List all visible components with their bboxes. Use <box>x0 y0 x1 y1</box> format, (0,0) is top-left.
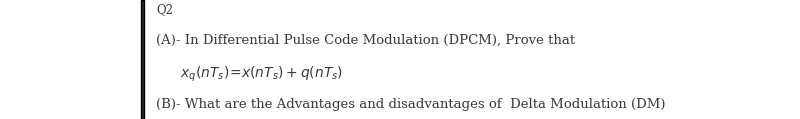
Text: (B)- What are the Advantages and disadvantages of  Delta Modulation (DM): (B)- What are the Advantages and disadva… <box>156 98 666 111</box>
FancyBboxPatch shape <box>141 0 144 119</box>
Text: $x_q(nT_s)\!=\!x(nT_s) + q(nT_s)$: $x_q(nT_s)\!=\!x(nT_s) + q(nT_s)$ <box>180 64 343 84</box>
Text: (A)- In Differential Pulse Code Modulation (DPCM), Prove that: (A)- In Differential Pulse Code Modulati… <box>156 33 575 46</box>
Text: Q2: Q2 <box>156 4 173 17</box>
